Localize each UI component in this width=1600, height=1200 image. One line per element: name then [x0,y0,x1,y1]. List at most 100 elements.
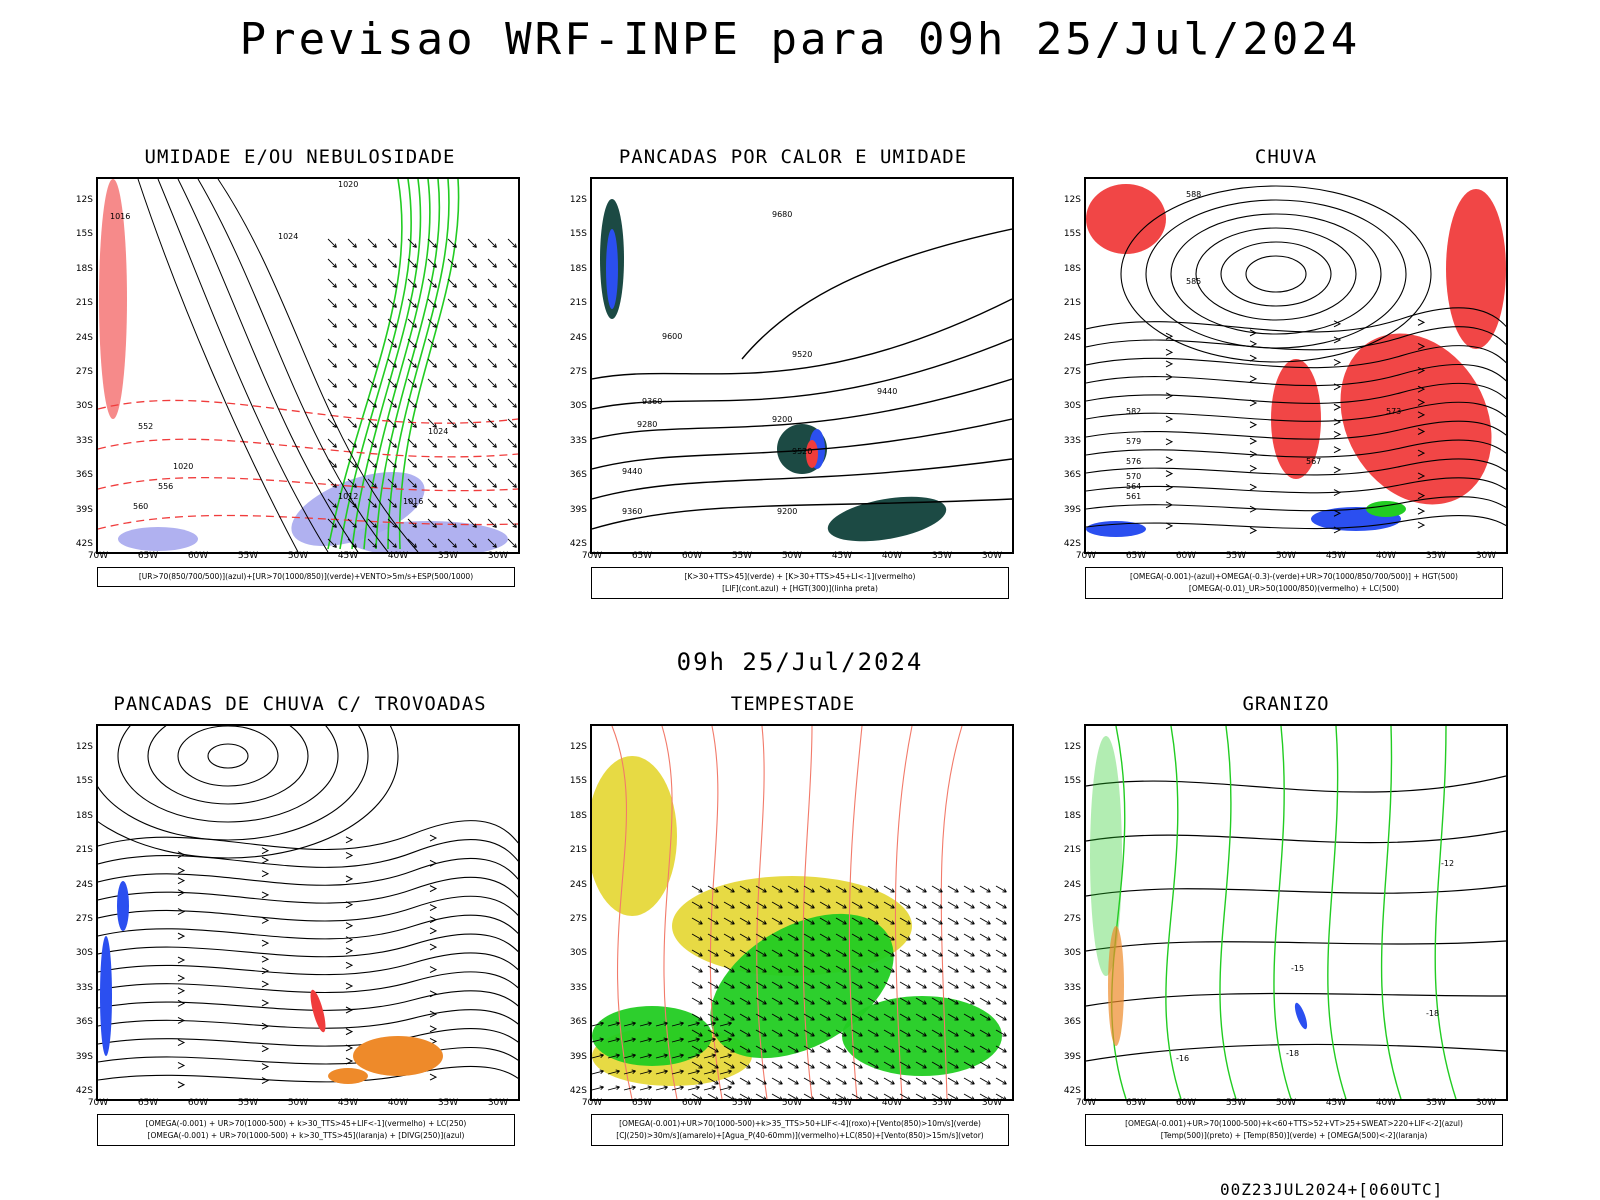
contour-value-label: 560 [133,502,148,511]
height-contour-500 [1145,199,1407,349]
wind-vector-850 [899,901,911,909]
wind-vector-850 [691,885,703,893]
contour-value-label: 561 [1126,492,1141,501]
wind-vector [347,498,357,508]
streamline-arrow [1417,342,1426,350]
streamline-arrow [1417,472,1426,480]
legend-line: [OMEGA(-0.001)+UR>70(1000-500)+k<60+TTS>… [1125,1119,1463,1128]
wind-vector-850 [723,1013,735,1021]
latitude-tick-label: 12S [569,195,587,205]
wind-vector-850 [607,1021,620,1027]
wind-vector-850 [723,1061,735,1069]
panel-2-title: PANCADAS POR CALOR E UMIDADE [618,146,968,168]
wind-fill-green [592,1006,712,1066]
contour-value-label: 9520 [792,350,812,359]
wind-vector [327,498,337,508]
wind-vector [487,518,497,528]
longitude-tick-label: 55W [731,1098,753,1108]
streamline-arrow [1249,329,1258,337]
legend-line: [CJ(250)>30m/s](amarelo)+[Agua_P(40-60mm… [616,1131,984,1140]
contour-value-label: 9600 [662,332,682,341]
map-canvas: -12 -15 -18 -18 -16 [1086,726,1506,1099]
wind-vector-850 [803,1045,815,1053]
latitude-tick-label: 21S [569,298,587,309]
wind-vector-850 [803,1061,815,1069]
wind-vector-850 [947,997,959,1005]
wind-vector-850 [687,1053,700,1059]
streamline-500 [1086,307,1506,333]
contour-value-label: 1020 [173,462,193,471]
streamline-arrow [429,927,438,935]
wind-vector-850 [707,885,719,893]
streamline-arrow [429,904,438,912]
wind-vector-850 [691,1077,703,1085]
rain-fill-red [1446,189,1506,349]
wind-vector [447,458,457,468]
wind-vector-850 [671,1053,684,1059]
contour-value-label: 9200 [777,507,797,516]
wind-vector-850 [707,917,719,925]
humidity-fill-blue [118,527,198,551]
map-panel-trovoadas [96,724,520,1101]
wind-vector-850 [947,885,959,893]
temp-contour-850 [1434,726,1457,1099]
longitude-tick-label: 60W [681,551,703,561]
wind-vector-850 [979,933,991,941]
latitude-tick-label: 24S [1063,879,1081,890]
wind-vector-850 [851,1061,863,1069]
humidity-contour-green [351,179,422,550]
streamline-arrow [261,980,270,988]
panel-6-legend: [OMEGA(-0.001)+UR>70(1000-500)+k<60+TTS>… [1085,1114,1503,1146]
streamline-arrow [1333,320,1342,328]
wind-vector-850 [691,1045,703,1053]
streamline-250 [98,726,399,859]
wind-vector-850 [755,901,767,909]
latitude-tick-label: 36S [1063,1017,1081,1028]
streamline-850 [894,726,913,1099]
wind-vector-850 [787,1077,799,1085]
longitude-tick-label: 60W [187,1098,209,1108]
latitude-tick-label: 33S [569,435,587,446]
legend-line: [K>30+TTS>45](verde) + [K>30+TTS>45+LI<-… [684,572,916,581]
wind-vector-850 [835,1045,847,1053]
wind-vector-850 [867,933,879,941]
wind-vector-850 [787,965,799,973]
thunder-fill-orange [353,1036,443,1076]
wind-vector-850 [655,1053,668,1059]
wind-vector-850 [899,917,911,925]
wind-vector [327,458,337,468]
wind-vector [467,238,477,248]
contour-value-label: 576 [1126,457,1141,466]
streamline-arrow [1417,411,1426,419]
wind-vector-850 [623,1069,636,1075]
wind-vector [407,478,417,488]
wind-vector-850 [867,1045,879,1053]
wind-vector [387,518,397,528]
wind-vector [427,438,437,448]
temp-contour-850 [1380,726,1402,1099]
thickness-line-red [98,476,518,492]
streamline-arrow [1333,489,1342,496]
wind-vector-850 [979,997,991,1005]
wind-vector-850 [963,933,975,941]
legend-line: [OMEGA(-0.01)_UR>50(1000/850)(vermelho) … [1188,584,1400,593]
wind-vector-850 [771,1093,783,1099]
streamline-500 [1086,496,1506,512]
contour-value-label: -18 [1426,1009,1439,1018]
latitude-tick-label: 42S [1063,1086,1081,1096]
wind-vector-850 [639,1053,652,1059]
wind-vector [387,278,397,288]
wind-vector [507,258,517,268]
legend-line: [OMEGA(-0.001) + UR>70(1000-500) + k>30_… [145,1119,467,1128]
streamline-arrow [429,1073,438,1081]
wind-vector-850 [819,901,831,909]
humidity-contour-green [327,179,403,550]
wind-vector-850 [867,981,879,989]
wind-vector-850 [995,1077,1007,1085]
wind-vector [447,438,457,448]
wind-vector-850 [787,1045,799,1053]
latitude-tick-label: 27S [75,367,93,377]
wind-vector-850 [931,1077,943,1085]
wind-vector-850 [963,1061,975,1069]
wind-vector-850 [691,997,703,1005]
